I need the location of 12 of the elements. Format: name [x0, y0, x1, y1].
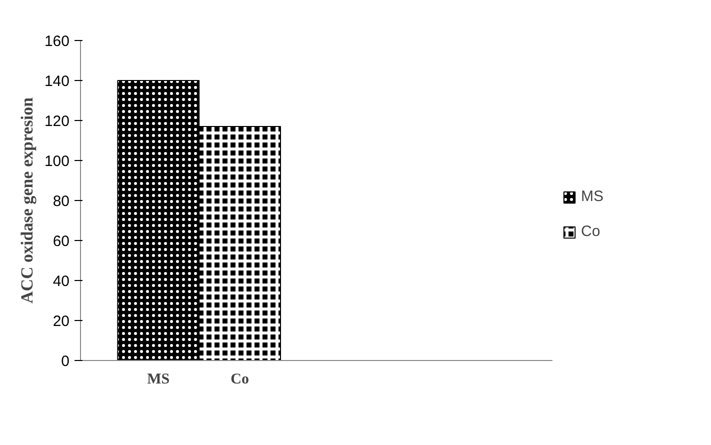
y-tick-label: 100	[44, 153, 70, 170]
y-tick-label: 60	[52, 233, 70, 250]
legend-label: Co	[581, 223, 601, 240]
y-tick-label: 80	[52, 193, 70, 210]
y-tick-label: 40	[52, 273, 70, 290]
y-tick-label: 160	[44, 33, 70, 50]
y-tick-label: 140	[44, 73, 70, 90]
y-tick-label: 20	[52, 313, 70, 330]
y-tick-label: 0	[61, 353, 70, 370]
y-tick-label: 120	[44, 113, 70, 130]
legend-label: MS	[581, 188, 604, 205]
y-axis-title: ACC oxidase gene expresion	[17, 96, 36, 304]
